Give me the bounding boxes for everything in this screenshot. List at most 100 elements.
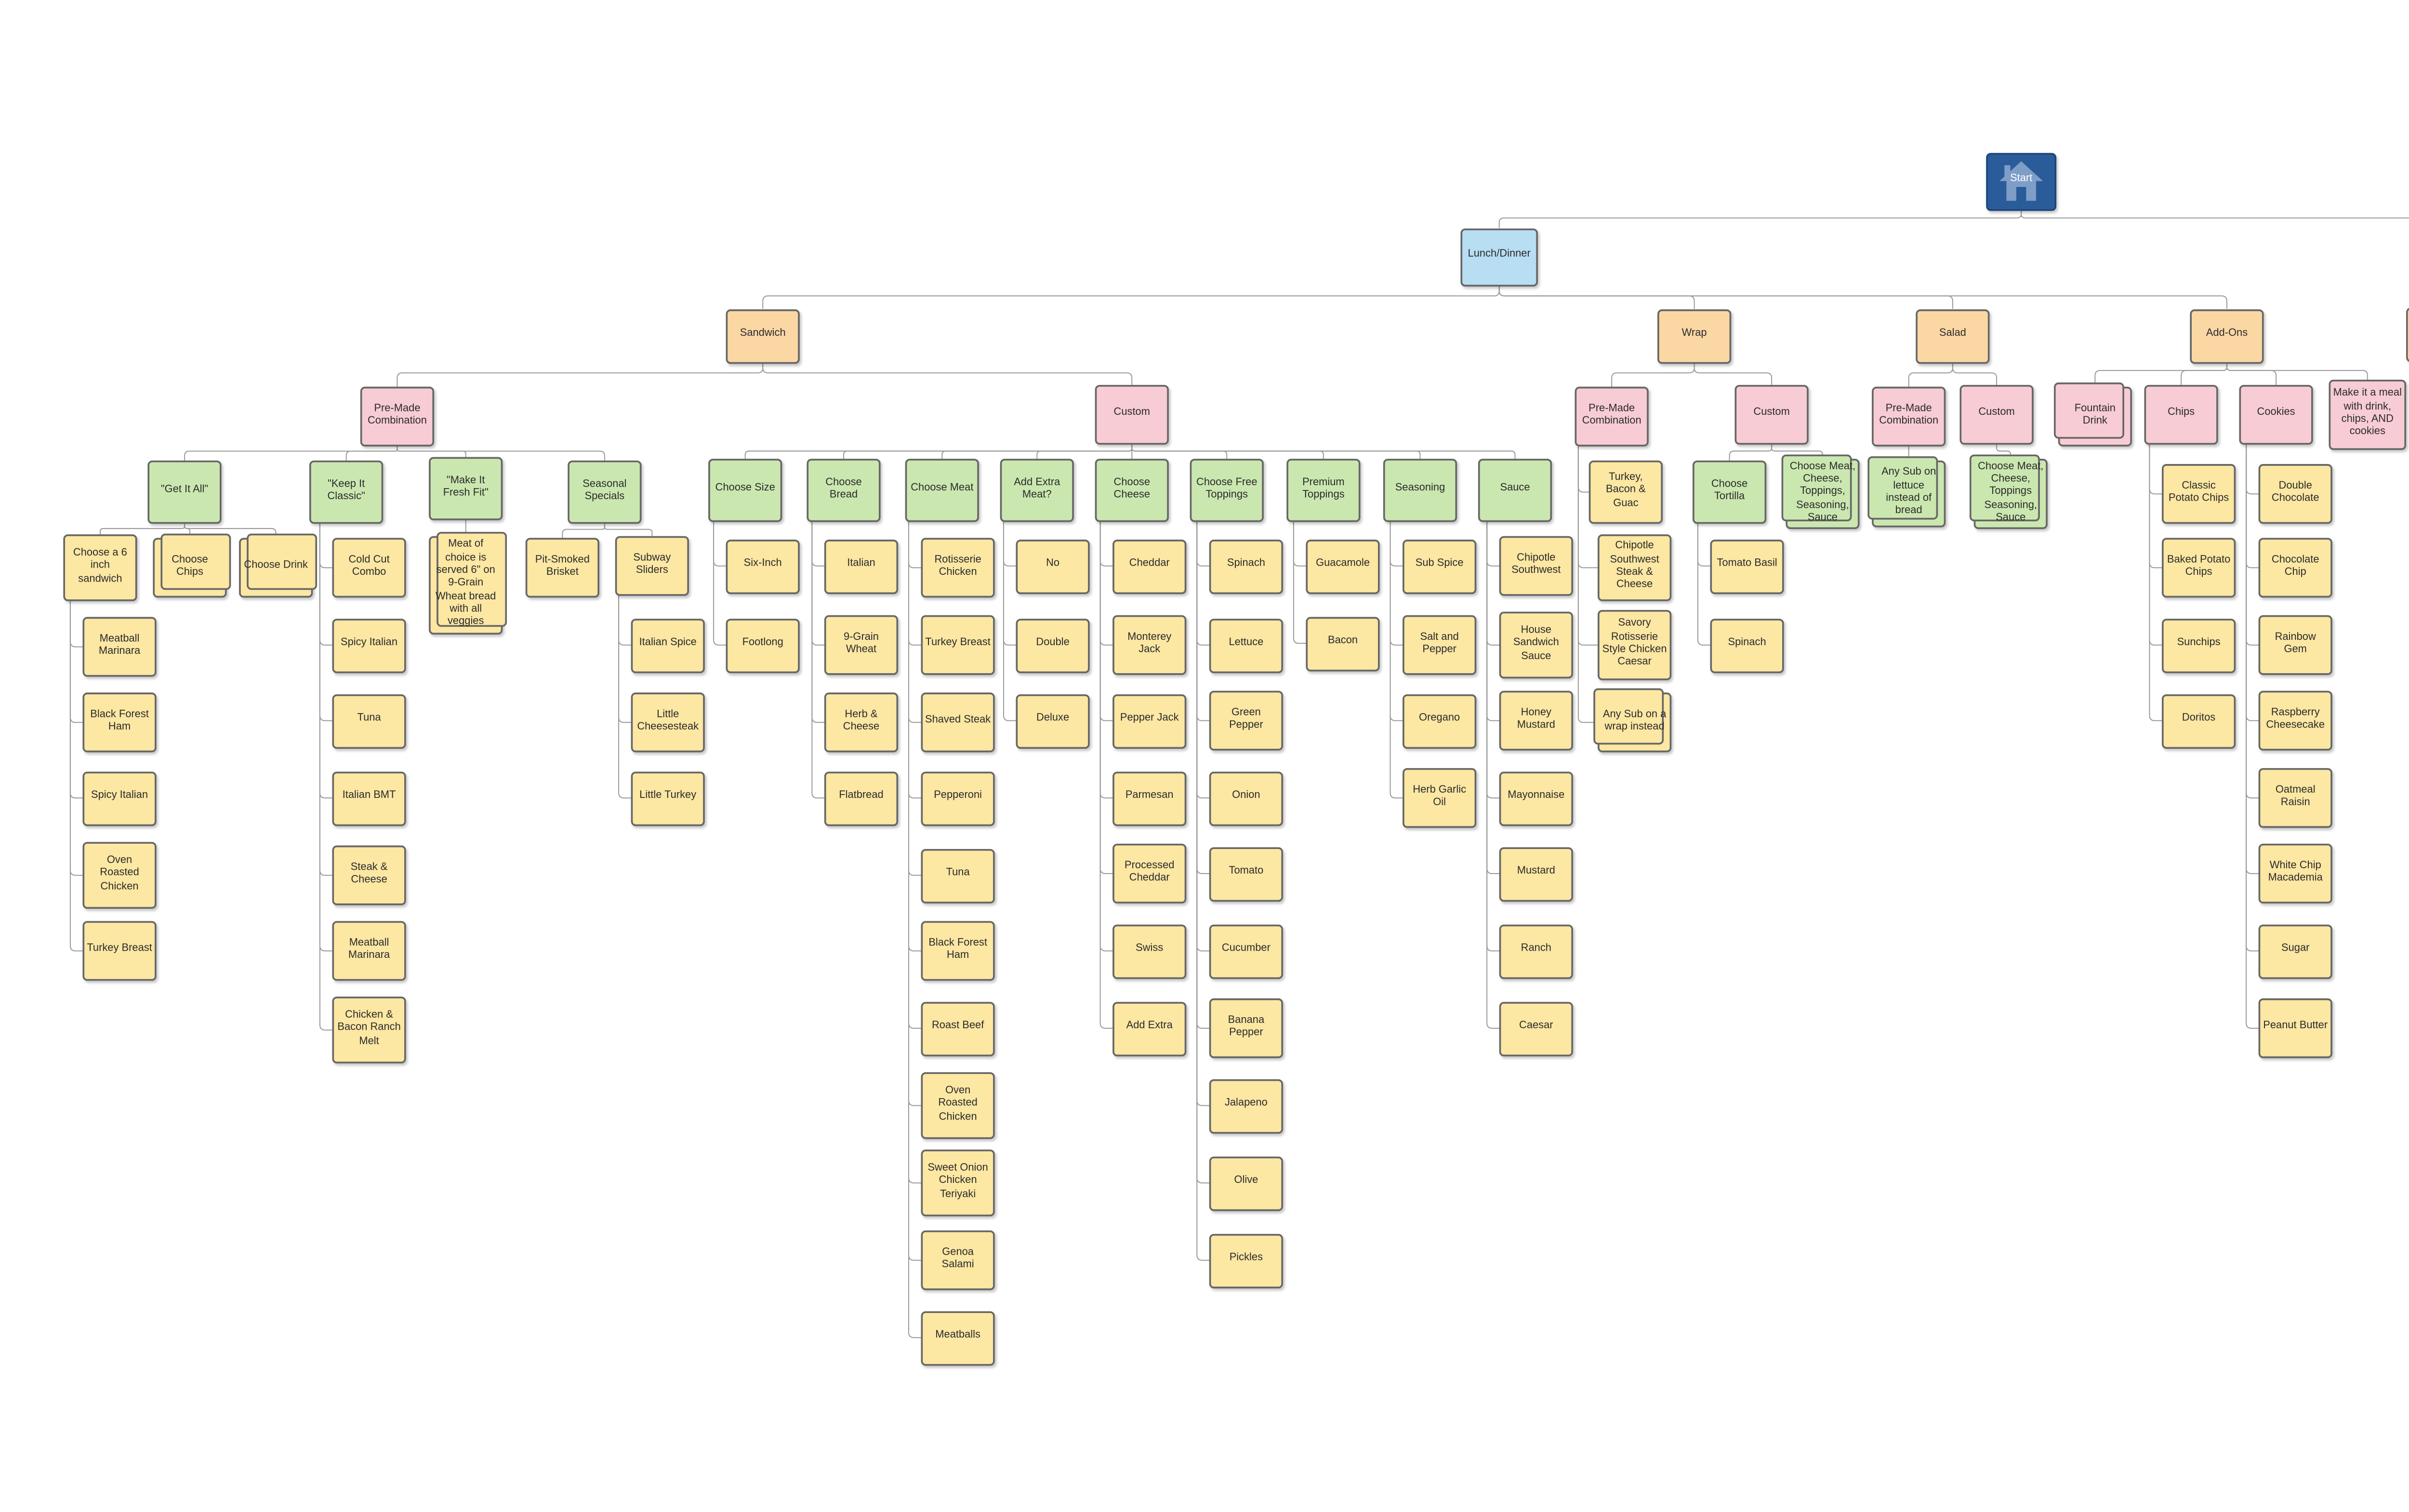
- connector-gClassic-ySpicy2: [319, 523, 333, 646]
- node-start: Start: [1986, 152, 2057, 210]
- node-label: Sunchips: [2177, 638, 2221, 650]
- connector-swCustom-gSize: [744, 444, 1133, 460]
- node-label: Tomato Basil: [1717, 559, 1777, 570]
- connector-gSize-yFootlong: [713, 521, 727, 646]
- node-gSize: Choose Size: [708, 459, 782, 522]
- node-label: Peanut Butter: [2263, 1021, 2328, 1033]
- node-label: Honey Mustard: [1517, 707, 1555, 731]
- connector-wrap-wrapPremade: [1611, 362, 1695, 387]
- connector-gSeasoningH-yOregano: [1390, 521, 1403, 721]
- node-yGenoa: Genoa Salami: [921, 1230, 995, 1290]
- node-label: Pre-Made Combination: [1582, 403, 1641, 427]
- node-yAddExtra: Add Extra: [1112, 1001, 1187, 1056]
- node-label: Sub Spice: [1415, 559, 1464, 570]
- connector-lunch-wrap: [1498, 285, 1695, 309]
- node-kPeanut: Peanut Butter: [2258, 998, 2332, 1059]
- connector-salad-saladCustom: [1952, 362, 1998, 385]
- node-label: Mayonnaise: [1508, 791, 1565, 802]
- node-yHerbCheese: Herb & Cheese: [824, 692, 899, 753]
- node-label: Herb & Cheese: [843, 709, 880, 733]
- node-wSavory: Savory Rotisserie Style Chicken Caesar: [1597, 610, 1672, 680]
- node-yMonterey: Monterey Jack: [1112, 615, 1187, 675]
- node-yOvenRoast1: Oven Roasted Chicken: [82, 842, 157, 909]
- connector-yChoose6-yOvenRoast1: [69, 600, 83, 876]
- node-label: Choose Meat, Cheese, Toppings, Seasoning…: [1789, 462, 1856, 524]
- node-label: Pre-Made Combination: [367, 403, 427, 427]
- connector-sandwich-swCustom: [762, 362, 1133, 385]
- connector-swCustom-gExtraMeat: [1036, 444, 1133, 460]
- node-label: Oatmeal Raisin: [2275, 785, 2316, 809]
- node-label: Banana Pepper: [1228, 1015, 1265, 1039]
- node-label: Spicy Italian: [341, 638, 398, 650]
- node-yDeluxe: Deluxe: [1016, 693, 1090, 748]
- node-yTomato: Tomato: [1209, 846, 1284, 901]
- connector-wrap-wrapCustom: [1694, 362, 1773, 385]
- connector-gBread-yHerbCheese: [811, 521, 825, 723]
- connector-ySliders-yItalianSpice: [618, 595, 632, 646]
- node-label: Pepper Jack: [1120, 714, 1179, 725]
- connector-gSauce-yChipSW: [1486, 521, 1500, 567]
- connector-wrapCustom-gWrapChoose: [1771, 444, 1823, 460]
- node-yOnion: Onion: [1209, 770, 1284, 825]
- node-cClassic: Classic Potato Chips: [2161, 464, 2236, 524]
- node-label: Guacamole: [1316, 559, 1370, 570]
- node-yGreenPepper: Green Pepper: [1209, 690, 1284, 751]
- connector-start-breakfast: [2021, 209, 2409, 219]
- node-label: Pepperoni: [934, 791, 982, 802]
- connector-wrapPremade-wAnySub: [1577, 446, 1598, 723]
- node-yOlive: Olive: [1209, 1155, 1284, 1210]
- node-yTuna2: Tuna: [332, 693, 406, 748]
- node-yPickles: Pickles: [1209, 1233, 1284, 1288]
- connector-swPremade-gSeasonal: [397, 446, 605, 461]
- connector-gFreeTop-yOnion: [1196, 521, 1210, 799]
- node-label: Black Forest Ham: [928, 938, 987, 962]
- node-label: Pickles: [1229, 1254, 1263, 1265]
- connector-gClassic-ySteakCheese: [319, 523, 333, 876]
- node-label: Custom: [1753, 408, 1790, 419]
- connector-gGetItAll-yChoose6: [99, 523, 185, 535]
- node-label: Choose Drink: [244, 561, 308, 572]
- node-label: Oregano: [1419, 714, 1460, 725]
- node-label: Wrap: [1681, 329, 1707, 340]
- node-label: Custom: [1978, 408, 2015, 419]
- connector-gFreeTop-yGreenPepper: [1196, 521, 1210, 721]
- node-label: Roast Beef: [931, 1021, 984, 1033]
- connector-gClassic-yColdCut: [319, 523, 333, 569]
- node-label: Add Extra Meat?: [1014, 477, 1060, 501]
- node-label: Rainbow Gem: [2275, 632, 2316, 656]
- connector-gCheese-ySwiss: [1099, 521, 1113, 952]
- node-label: Processed Cheddar: [1125, 861, 1175, 884]
- node-yFlatbread: Flatbread: [824, 770, 899, 825]
- node-label: Any Sub on lettuce instead of bread: [1881, 468, 1936, 517]
- node-yHerbGarlic: Herb Garlic Oil: [1403, 768, 1477, 828]
- connector-lunch-sandwich: [762, 285, 1500, 309]
- node-wAnySub: Any Sub on a wrap instead: [1597, 692, 1672, 753]
- node-label: Add Extra: [1126, 1021, 1173, 1033]
- connector-gFreeTop-ySpinach2: [1196, 521, 1210, 567]
- node-label: Meatballs: [935, 1331, 980, 1342]
- node-label: Parmesan: [1125, 791, 1174, 802]
- node-label: Italian BMT: [342, 791, 396, 802]
- connector-swCustom-gSeasoningH: [1131, 444, 1421, 460]
- node-label: Fountain Drink: [2074, 403, 2116, 427]
- node-label: Turkey Breast: [87, 944, 152, 955]
- connector-ySliders-yLilCheesesteak: [618, 595, 632, 723]
- home-icon: [1999, 161, 2043, 201]
- node-label: Sandwich: [740, 329, 786, 340]
- node-label: Meatball Marinara: [98, 634, 141, 658]
- node-label: Chicken & Bacon Ranch Melt: [337, 1010, 401, 1047]
- connector-gCheese-yMonterey: [1099, 521, 1113, 646]
- node-label: Spicy Italian: [91, 791, 148, 802]
- node-label: Chocolate Chip: [2271, 555, 2319, 579]
- connector-gFreeTop-yPickles: [1196, 521, 1210, 1261]
- node-label: Italian Spice: [639, 638, 697, 650]
- node-yBacon: Bacon: [1306, 616, 1380, 671]
- connector-gSeasoningH-ySubSpice: [1390, 521, 1403, 567]
- node-yGuac: Guacamole: [1306, 539, 1380, 594]
- node-ySpinach2: Spinach: [1209, 539, 1284, 594]
- node-label: Baked Potato Chips: [2167, 555, 2231, 579]
- node-label: Double Chocolate: [2271, 481, 2319, 504]
- node-label: Six-Inch: [743, 559, 782, 570]
- node-label: Choose Size: [715, 484, 775, 495]
- node-yJalapeno: Jalapeno: [1209, 1078, 1284, 1133]
